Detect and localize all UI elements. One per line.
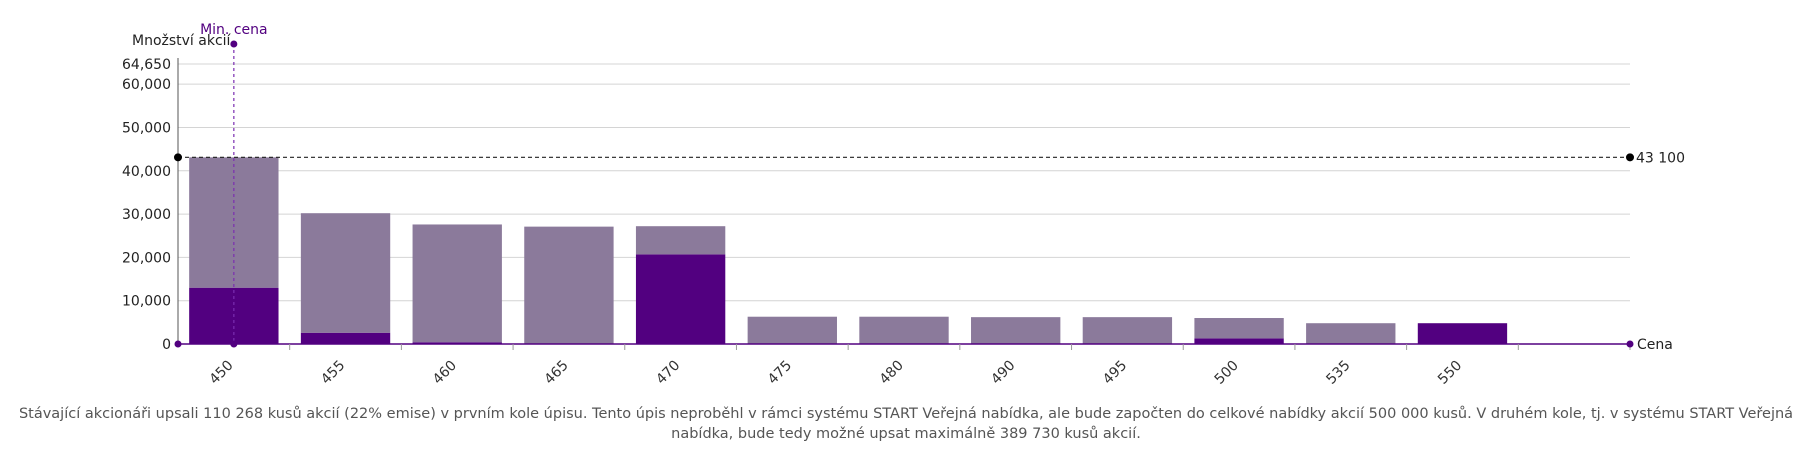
y-tick-label: 64,650 [122, 57, 171, 73]
x-tick-label: 500 [1212, 358, 1242, 388]
y-axis: 0 10,000 20,000 30,000 40,000 50,000 60,000 64,… [122, 57, 179, 353]
price-quantity-chart: 0 10,000 20,000 30,000 40,000 50,000 60,000 64,… [122, 22, 1685, 388]
grid-lines [178, 63, 1630, 302]
x-axis-title: Cena [1637, 337, 1673, 353]
bar-segment [524, 226, 614, 344]
y-tick-label: 60,000 [122, 77, 171, 93]
x-tick-label: 475 [765, 358, 795, 388]
min-price-label: Min. cena [200, 22, 268, 38]
reference-line-start-dot [174, 153, 182, 162]
x-axis-end-dot [1626, 340, 1634, 348]
bar-segment [635, 254, 726, 344]
annotations: 43 100 Min. cena [174, 22, 1685, 348]
x-tick-label: 455 [318, 358, 348, 388]
bar-segment [1082, 317, 1173, 344]
x-tick-label: 450 [206, 358, 236, 388]
y-tick-label: 0 [162, 337, 171, 353]
x-tick-label: 490 [988, 358, 1018, 388]
bar-segment [1194, 318, 1284, 339]
bar-segment [971, 317, 1061, 344]
bar-segment [1306, 323, 1396, 344]
min-price-top-dot [230, 40, 238, 48]
x-tick-label: 495 [1100, 358, 1130, 388]
min-price-bottom-dot [230, 340, 238, 348]
reference-line-end-dot [1626, 153, 1634, 162]
x-tick-label: 460 [430, 358, 460, 388]
x-tick-label: 480 [877, 358, 907, 388]
bar-segment [300, 332, 391, 344]
bar-segment [412, 342, 502, 344]
bar-segment [859, 316, 949, 344]
y-tick-label: 50,000 [122, 120, 171, 136]
x-tick-label: 535 [1323, 358, 1353, 388]
y-axis-title: Množství akcií [132, 33, 232, 49]
bar-segment [412, 224, 502, 343]
x-tick-label: 550 [1435, 358, 1465, 388]
y-tick-label: 10,000 [122, 294, 171, 310]
y-tick-label: 30,000 [122, 207, 171, 223]
bar-segment [300, 213, 391, 333]
bars [189, 157, 1508, 344]
chart-caption: Stávající akcionáři upsali 110 268 kusů … [18, 406, 1794, 442]
y-tick-label: 40,000 [122, 164, 171, 180]
reference-line-label: 43 100 [1636, 150, 1685, 166]
bar-segment [635, 226, 726, 255]
x-axis-start-dot [174, 340, 182, 348]
bar-segment [1417, 323, 1508, 344]
bar-segment [747, 316, 837, 344]
y-tick-label: 20,000 [122, 250, 171, 266]
bar-segment [189, 157, 279, 288]
x-tick-label: 470 [653, 358, 683, 388]
bar-segment [1194, 338, 1284, 344]
x-axis: 450 455 460 465 470 475 480 490 495 500 535 550 [174, 340, 1634, 388]
x-tick-label: 465 [542, 358, 572, 388]
